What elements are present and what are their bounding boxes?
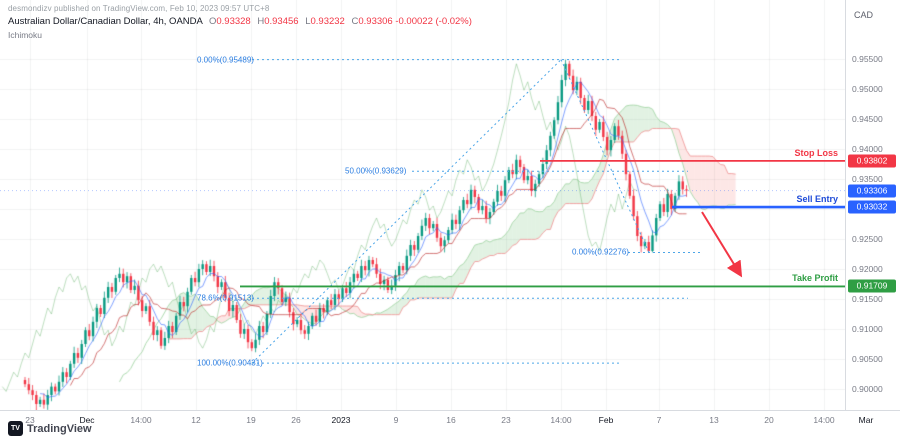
price-tick-label: 0.94500 [852,114,883,124]
stop-loss-price-tag: 0.93802 [848,154,896,168]
sell-entry-label: Sell Entry [796,194,838,205]
symbol-info: Australian Dollar/Canadian Dollar, 4h, O… [8,16,472,27]
time-tick-label: 9 [393,415,399,425]
price-tick-label: 0.90500 [852,354,883,364]
time-tick-label: 23 [25,415,35,425]
price-tick-label: 0.95500 [852,54,883,64]
indicator-label[interactable]: Ichimoku [8,30,43,40]
time-tick-label: Feb [598,415,614,425]
price-chart-canvas[interactable] [0,0,845,410]
currency-label: CAD [854,10,874,20]
ohlc-close-label: C [351,16,359,27]
price-tick-label: 0.94000 [852,144,883,154]
time-tick-label: Mar [858,415,874,425]
price-tick-label: 0.95000 [852,84,883,94]
take-profit-label: Take Profit [792,273,838,284]
time-tick-label: 19 [246,415,256,425]
ohlc-open-label: O [208,16,217,27]
time-tick-label: 14:00 [813,415,835,425]
time-axis[interactable]: 23 Dec 14:00 12 19 26 2023 9 16 23 14:00 Feb 7 13 20 14… [0,410,900,440]
chart-header: desmondizv published on TradingView.com,… [8,4,472,40]
tradingview-wordmark: TradingView [27,422,92,435]
time-tick-label: 16 [446,415,456,425]
attribution: desmondizv published on TradingView.com,… [8,4,270,13]
stop-loss-label: Stop Loss [794,147,838,158]
ohlc-open-value: 0.93328 [216,16,251,27]
time-tick-label: 2023 [331,415,351,425]
price-tick-label: 0.92500 [852,234,883,244]
time-tick-label: 23 [501,415,511,425]
take-profit-price-tag: 0.91709 [848,279,896,293]
price-tick-label: 0.93500 [852,174,883,184]
price-tick-label: 0.91500 [852,294,883,304]
ohlc-low-label: L [305,16,311,27]
symbol-title[interactable]: Australian Dollar/Canadian Dollar, 4h, O… [8,16,203,27]
fib-level-label: 78.6%(0.91513) [197,293,254,303]
time-tick-label: Dec [79,415,95,425]
ohlc-close-value: 0.93306 [358,16,393,27]
fib-level-label: 50.00%(0.93629) [345,166,407,176]
price-tick-label: 0.92000 [852,264,883,274]
price-axis[interactable]: CAD 0.95500 0.95000 0.94500 0.94000 0.93500 0… [845,0,900,410]
time-tick-label: 20 [764,415,774,425]
time-tick-label: 13 [709,415,719,425]
price-tick-label: 0.91000 [852,324,883,334]
fib-level-label: 100.00%(0.90431) [197,358,263,368]
time-tick-label: 14:00 [130,415,152,425]
tradingview-logo[interactable]: TV TradingView [8,421,92,436]
time-tick-label: 26 [291,415,301,425]
time-tick-label: 14:00 [550,415,572,425]
last-price-tag: 0.93306 [848,184,896,198]
ohlc-high-value: 0.93456 [264,16,299,27]
time-tick-label: 7 [656,415,662,425]
change-value: -0.00022 (-0.02%) [395,16,472,27]
sell-entry-price-tag: 0.93032 [848,200,896,214]
price-tick-label: 0.90000 [852,384,883,394]
ohlc-low-value: 0.93232 [310,16,345,27]
tradingview-logo-icon: TV [8,421,23,436]
ohlc-high-label: H [257,16,265,27]
fib-level-label: 0.00%(0.95489) [197,55,254,65]
fib-level-label: 0.00%(0.92276) [572,247,629,257]
time-tick-label: 12 [191,415,201,425]
